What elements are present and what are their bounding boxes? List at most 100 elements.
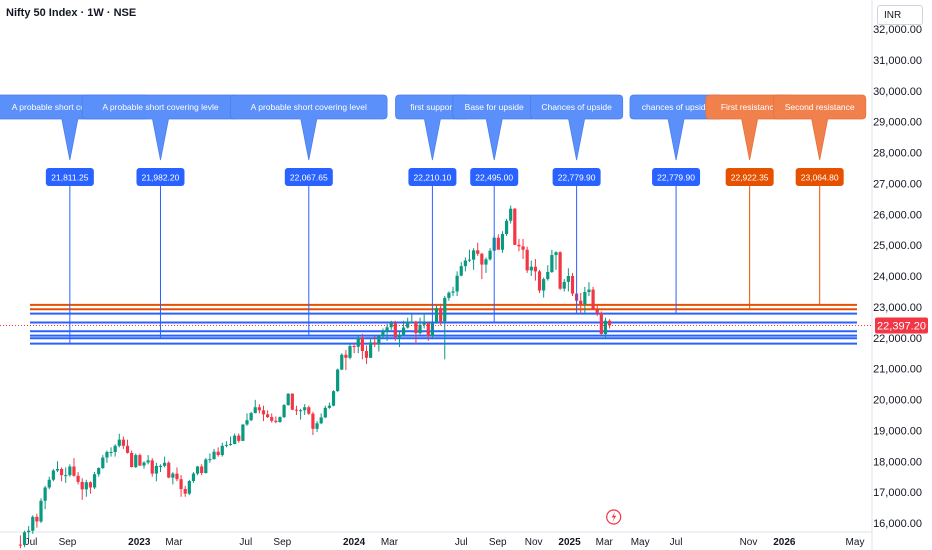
candle-body [92,474,97,488]
candle-body [554,252,558,256]
x-tick-label: Nov [525,537,543,548]
candle-body [331,391,336,406]
candle-body [583,292,587,305]
callout-value-label: 21,982.20 [142,173,180,183]
candle-body [216,451,220,456]
candle-body [167,462,171,478]
callout-value-badge [136,168,185,186]
x-tick-label: May [631,537,650,548]
candle-body [245,420,249,425]
candle-body [377,336,381,345]
candle-body [344,354,348,358]
candle-body [418,324,422,334]
candle-body [488,250,492,260]
candle-body [356,337,360,347]
x-tick-label: 2026 [773,537,796,548]
x-tick-label: Sep [273,537,291,548]
candle-body [443,297,447,322]
candle-body [451,291,455,293]
candle-body [550,255,554,272]
candle-body [352,346,356,348]
candle-body [434,308,439,323]
callout-bubble [773,94,867,161]
candle-body [183,489,187,494]
candle-body [480,253,484,265]
currency-selector[interactable]: INR [877,5,923,25]
candle-body [249,413,253,421]
callout-text: A probable short covering levle [102,102,219,112]
candle-body [134,455,138,468]
callout-text: Chances of upside [541,102,612,112]
candle-body [509,208,513,221]
candle-body [327,405,332,408]
symbol-title[interactable]: Nifty 50 Index · 1W · NSE [6,7,137,19]
candle-body [439,308,443,322]
candle-body [397,334,402,338]
candle-body [109,451,113,453]
callout-value-badge [795,168,844,186]
x-tick-label: Sep [489,537,507,548]
candle-body [484,259,488,265]
x-tick-label: 2023 [128,537,151,548]
candle-body [31,516,35,531]
y-tick-label: 29,000.00 [873,117,922,129]
callout-text: first support [410,102,455,112]
candle-body [270,417,274,421]
callout-text: A probable short covering level [12,102,128,112]
candle-body [294,409,299,411]
candle-body [68,466,72,476]
candle-body [570,276,575,294]
candle-body [101,457,105,469]
candle-body [513,208,517,245]
candle-body [47,479,51,488]
candle-body [504,220,509,235]
candle-body [323,407,327,418]
candle-body [566,276,570,282]
candle-body [599,313,603,335]
candle-body [72,466,76,476]
candle-body [401,327,406,335]
candle-body [340,354,344,370]
last-price-badge [875,317,928,334]
candle-body [521,246,525,250]
candle-body [603,320,608,335]
callout-value-label: 22,779.90 [657,173,695,183]
y-tick-label: 27,000.00 [873,178,922,190]
candle-body [261,410,266,415]
candle-body [303,407,307,411]
candle-body [228,443,233,445]
candle-body [179,479,183,490]
callout-value-badge [552,168,601,186]
candle-body [113,445,117,452]
candle-body [533,266,538,272]
callout-value-badge [725,168,774,186]
callout-text: Base for upside [465,102,524,112]
candle-body [171,473,175,478]
candle-body [360,337,364,352]
candle-body [253,407,257,414]
candle-body [286,393,290,406]
candle-body [187,481,191,494]
candle-body [447,292,451,298]
candle-body [591,289,595,310]
candle-body [529,266,533,271]
candle-body [241,424,245,441]
callout-value-label: 22,779.90 [558,173,596,183]
y-tick-label: 32,000.00 [873,24,922,36]
candle-body [80,481,84,490]
candle-body [60,468,64,476]
candle-body [373,342,377,345]
candle-body [35,516,39,522]
candle-body [154,465,158,474]
candle-body [200,466,204,473]
y-tick-label: 22,000.00 [873,333,922,345]
y-tick-label: 28,000.00 [873,148,922,160]
candle-body [130,452,134,468]
candle-body [224,444,229,446]
x-tick-label: Mar [165,537,183,548]
candle-body [274,420,278,423]
candle-body [393,322,397,338]
x-tick-label: Jul [239,537,252,548]
candle-body [266,414,270,418]
